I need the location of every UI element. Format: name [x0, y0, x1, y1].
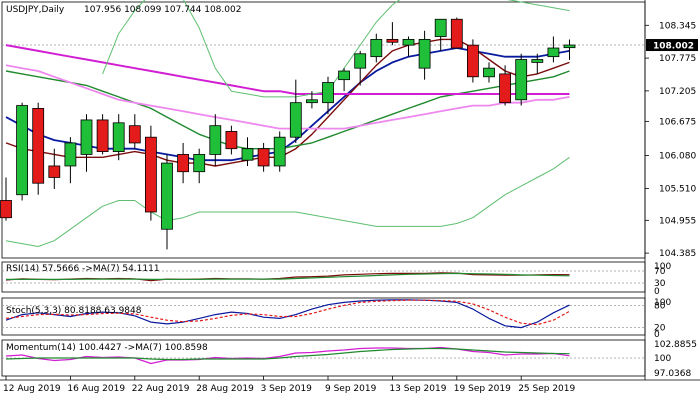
candle-body [112, 122, 125, 152]
series-line-2-0 [5, 299, 570, 329]
momentum-title: Momentum(14) 100.4427 ->MA(7) 100.8598 [6, 343, 208, 353]
candle-body [241, 148, 254, 161]
candle-body [531, 59, 544, 63]
y-tick-label: 106.675 [659, 117, 696, 127]
candle-body [225, 131, 238, 150]
candle-body [128, 125, 141, 144]
candle-body [354, 53, 367, 69]
x-tick-label: 16 Aug 2019 [67, 384, 125, 394]
candle-body [96, 119, 109, 152]
candle-body [563, 44, 576, 49]
candle-body [370, 38, 383, 58]
candle-body [144, 136, 157, 213]
stoch-title: Stoch(5,3,3) 80.8188 63.9848 [6, 306, 142, 316]
candle-body [193, 154, 206, 173]
x-tick-label: 22 Aug 2019 [132, 384, 190, 394]
x-tick-label: 9 Sep 2019 [325, 384, 377, 394]
candle-body [305, 99, 318, 104]
candle-body [177, 154, 190, 173]
candle-body [434, 18, 447, 37]
overlay-line-6 [5, 156, 570, 247]
last-price-tag [646, 39, 698, 52]
candle-body [289, 102, 302, 138]
last-price-label: 108.002 [653, 42, 694, 52]
candle-body [322, 82, 334, 104]
x-tick-label: 28 Aug 2019 [196, 384, 254, 394]
x-tick-label: 12 Aug 2019 [3, 384, 61, 394]
candle-body [483, 67, 495, 78]
y-tick-label: 107.775 [659, 54, 696, 64]
candle-body [338, 70, 351, 81]
candle-body [450, 18, 463, 49]
x-tick-label: 3 Sep 2019 [261, 384, 313, 394]
overlay-line-2 [5, 70, 570, 150]
panel-frame [1, 297, 646, 336]
candle-body [64, 142, 77, 167]
sub-y-tick-label: 20 [654, 324, 666, 334]
y-tick-label: 105.510 [659, 184, 696, 194]
candle-body [0, 200, 12, 219]
series-line-3-0 [5, 346, 570, 365]
sub-y-tick-label: 70 [654, 267, 666, 277]
candle-body [273, 136, 286, 167]
overlay-line-5 [102, 0, 570, 98]
sub-y-tick-label: 100 [654, 354, 671, 364]
candle-body [16, 105, 29, 196]
candle-body [418, 38, 431, 69]
sub-y-tick-label: 30 [654, 279, 666, 289]
sub-y-tick-label: 100 [654, 298, 671, 308]
sub-y-tick-label: 97.0368 [654, 369, 691, 379]
sub-y-tick-label: 0 [654, 330, 660, 340]
candle-body [499, 73, 512, 104]
chart-title: USDJPY,Daily [6, 5, 65, 15]
y-tick-label: 104.955 [659, 216, 696, 226]
rsi-title: RSI(14) 57.5666 ->MA(7) 54.1111 [6, 264, 160, 274]
sub-y-tick-label: 100 [654, 262, 671, 272]
series-line-3-1 [5, 347, 570, 361]
x-tick-label: 19 Sep 2019 [454, 384, 511, 394]
candle-body [402, 38, 415, 46]
candle-body [257, 148, 270, 167]
candle-body [48, 165, 61, 178]
candle-body [515, 59, 528, 101]
overlay-line-4 [5, 64, 570, 130]
x-tick-label: 25 Sep 2019 [518, 384, 575, 394]
sub-y-tick-label: 0 [654, 287, 660, 297]
y-tick-label: 107.205 [659, 87, 696, 97]
candle-body [161, 162, 173, 230]
candle-body [466, 44, 479, 78]
candle-body [32, 108, 45, 184]
candle-body [80, 119, 93, 155]
ohlc-readout: 107.956 108.099 107.744 108.002 [84, 5, 241, 15]
sub-y-tick-label: 102.8855 [654, 340, 697, 350]
y-tick-label: 108.345 [659, 21, 696, 31]
y-tick-label: 106.080 [659, 152, 696, 162]
x-tick-label: 13 Sep 2019 [389, 384, 446, 394]
overlay-line-3 [5, 44, 570, 95]
candle-body [209, 125, 222, 155]
y-tick-label: 104.385 [659, 249, 696, 259]
candle-body [547, 47, 560, 58]
candle-body [386, 38, 399, 43]
sub-y-tick-label: 80 [654, 301, 666, 311]
series-line-1-1 [6, 272, 570, 280]
